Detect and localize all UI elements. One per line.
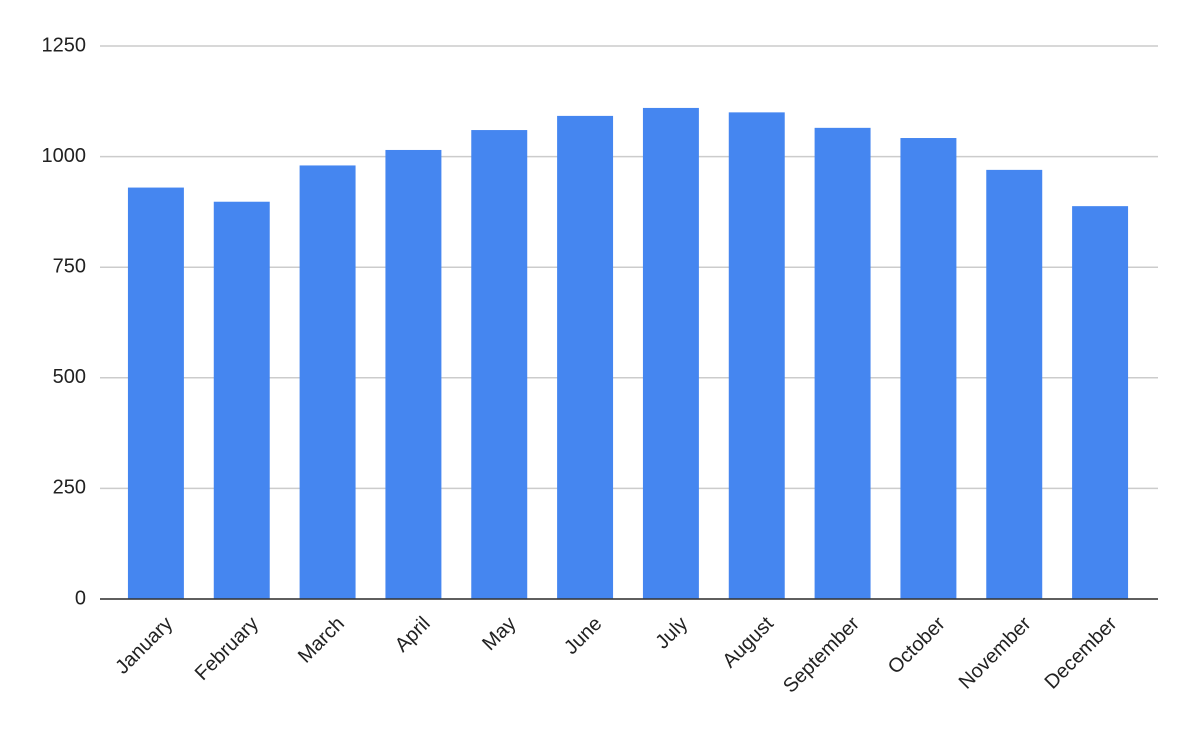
x-tick-label: November <box>955 612 1036 693</box>
bar <box>471 130 528 599</box>
bar <box>814 127 871 600</box>
x-tick-label: January <box>111 613 177 679</box>
x-tick-label: December <box>1041 612 1122 693</box>
x-tick-label: July <box>651 613 692 654</box>
y-tick-label: 500 <box>53 366 86 388</box>
x-tick-label: March <box>294 613 349 668</box>
x-tick-label: October <box>884 612 950 678</box>
x-tick-label: June <box>560 613 606 659</box>
y-tick-label: 0 <box>75 587 86 609</box>
bar <box>986 169 1043 599</box>
y-tick-label: 250 <box>53 477 86 499</box>
x-tick-label: April <box>391 613 435 657</box>
y-tick-label: 750 <box>53 255 86 277</box>
x-tick-label: August <box>718 612 778 672</box>
bar <box>728 112 785 600</box>
bar <box>642 107 699 599</box>
bar <box>1072 206 1129 599</box>
bar <box>213 201 270 599</box>
bar <box>299 165 356 599</box>
x-tick-label: February <box>191 613 263 685</box>
bar <box>385 149 442 600</box>
y-tick-label: 1250 <box>42 34 87 56</box>
bar <box>900 138 957 599</box>
x-tick-label: September <box>779 612 864 697</box>
bar <box>557 115 614 599</box>
x-tick-label: May <box>478 613 520 655</box>
y-tick-label: 1000 <box>42 145 87 167</box>
bar <box>127 187 184 599</box>
